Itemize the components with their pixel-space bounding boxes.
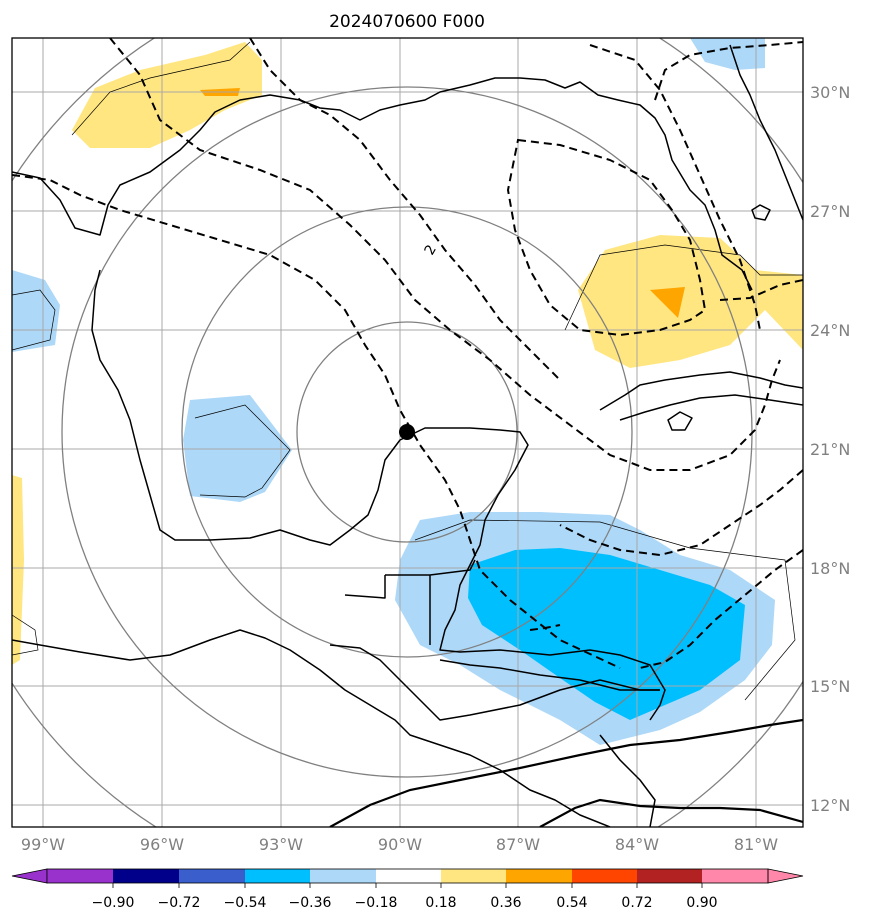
lon-tick-99: 99°W — [21, 835, 65, 854]
colorbar-frame — [46, 868, 769, 884]
colorbar-segment — [702, 869, 768, 883]
colorbar-tick-label: −0.36 — [289, 895, 332, 911]
contour-9 — [719, 279, 803, 301]
colorbar-segment — [637, 869, 702, 883]
colorbar-tick-label: 0.72 — [621, 895, 652, 911]
contour-5 — [589, 44, 761, 331]
lat-tick-24: 24°N — [810, 321, 850, 340]
contour-6 — [654, 41, 803, 101]
contour-3 — [249, 38, 561, 381]
colorbar-tick-label: 0.18 — [425, 895, 456, 911]
lat-tick-27: 27°N — [810, 202, 850, 221]
contour-1 — [12, 174, 621, 669]
lat-tick-18: 18°N — [810, 559, 850, 578]
shaded-field — [12, 38, 803, 745]
lon-tick-93: 93°W — [259, 835, 303, 854]
honduras-coast — [439, 659, 660, 691]
colorbar-segment — [572, 869, 637, 883]
coastlines — [12, 44, 803, 827]
lon-tick-96: 96°W — [140, 835, 184, 854]
lon-tick-84: 84°W — [615, 835, 659, 854]
lat-tick-15: 15°N — [810, 677, 850, 696]
colorbar-tick-label: −0.54 — [224, 895, 267, 911]
positive-anomaly-east-core — [650, 287, 685, 318]
lake-okeechobee — [751, 204, 771, 221]
center-marker — [399, 424, 415, 440]
negative-anomaly-caribbean-core — [468, 548, 745, 720]
range-ring-2 — [181, 206, 633, 658]
colorbar-tick-label: 0.36 — [490, 895, 521, 911]
positive-anomaly-east — [578, 235, 803, 368]
colorbar-tick-label: −0.18 — [355, 895, 398, 911]
central-america-border — [329, 559, 660, 721]
colorbar-segment — [441, 869, 506, 883]
colorbar-segment — [179, 869, 245, 883]
isla-juventud — [667, 411, 693, 431]
colorbar-extend-low — [11, 868, 48, 884]
gridlines — [12, 38, 803, 827]
mexico-pacific-coast — [12, 629, 611, 827]
lat-tick-12: 12°N — [810, 796, 850, 815]
mexico-gulf-coast — [91, 269, 666, 721]
contour-2 — [109, 38, 781, 471]
contour-4 — [506, 138, 707, 337]
colorbar-tick-label: 0.90 — [686, 895, 717, 911]
contour-10 — [529, 624, 561, 631]
lon-tick-81: 81°W — [734, 835, 778, 854]
colorbar-segment — [310, 869, 376, 883]
map-frame — [11, 37, 804, 828]
colorbar-tick-label: −0.90 — [92, 895, 135, 911]
coastline-nicaragua — [599, 734, 656, 827]
cuba-south — [619, 394, 803, 421]
cuba — [599, 371, 803, 411]
positive-anomaly-west-edge — [12, 475, 24, 665]
solid-contour-2 — [539, 798, 803, 827]
map-title: 2024070600 F000 — [329, 12, 485, 32]
colorbar-extend-high — [767, 868, 804, 884]
solid-contour-1 — [329, 718, 803, 827]
dashed-contours — [12, 38, 803, 669]
florida-east-coast — [729, 44, 803, 221]
colorbar-ticks — [112, 883, 703, 888]
solid-contours — [329, 718, 803, 827]
positive-anomaly-northwest — [72, 42, 262, 148]
map-area: 2 — [12, 38, 803, 827]
lon-tick-87: 87°W — [496, 835, 540, 854]
lon-tick-labels: 99°W 96°W 93°W 90°W 87°W 84°W 81°W — [21, 835, 778, 854]
lat-tick-labels: 30°N 27°N 24°N 21°N 18°N 15°N 12°N — [810, 83, 850, 815]
anomaly-outlines — [12, 41, 803, 701]
gulf-coast-north — [12, 77, 753, 291]
lon-tick-90: 90°W — [378, 835, 422, 854]
colorbar-tick-label: −0.72 — [158, 895, 201, 911]
colorbar: −0.90 −0.72 −0.54 −0.36 −0.18 0.18 0.36 … — [11, 868, 804, 911]
colorbar-segment — [113, 869, 179, 883]
colorbar-tick-label: 0.54 — [556, 895, 587, 911]
lat-tick-30: 30°N — [810, 83, 850, 102]
negative-anomaly-west-edge — [12, 270, 60, 352]
colorbar-segment — [245, 869, 310, 883]
colorbar-segment — [47, 869, 113, 883]
colorbar-segment — [376, 869, 441, 883]
colorbar-segment — [506, 869, 572, 883]
lat-tick-21: 21°N — [810, 440, 850, 459]
